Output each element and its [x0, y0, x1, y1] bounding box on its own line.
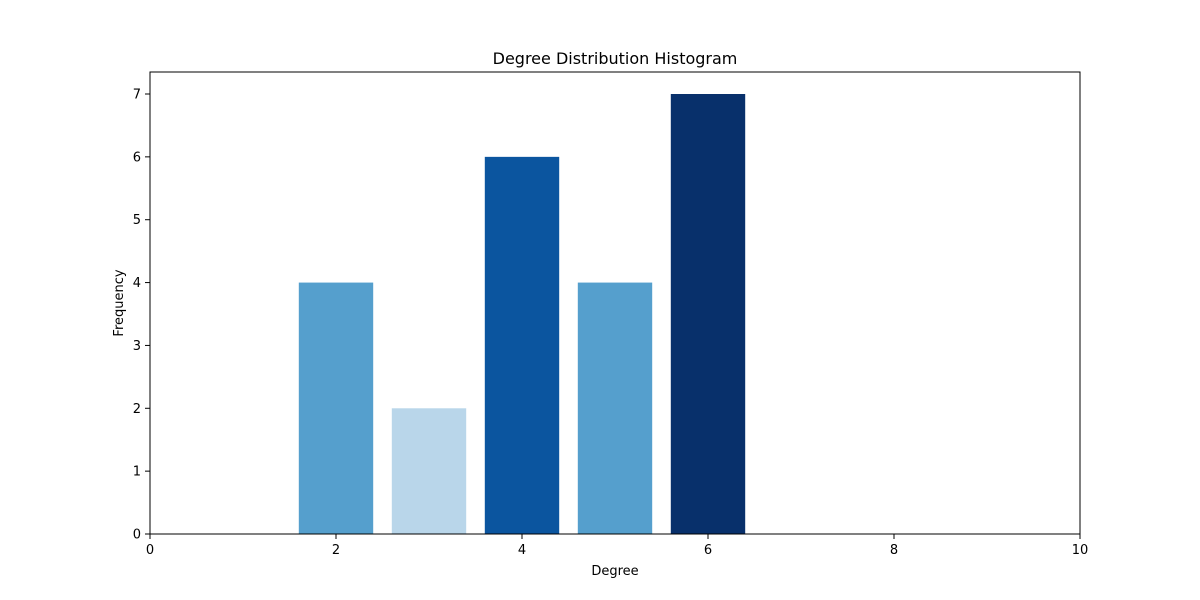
y-tick-label: 5 [133, 213, 141, 228]
bar-degree-3 [391, 408, 467, 534]
x-axis-label: Degree [591, 564, 638, 579]
x-tick-label: 6 [704, 543, 712, 558]
y-tick-label: 4 [133, 276, 141, 291]
x-tick-label: 4 [518, 543, 526, 558]
plot-frame [149, 71, 1081, 535]
y-tick-label: 2 [133, 402, 141, 417]
y-tick-label: 6 [133, 150, 141, 165]
bars-layer [298, 94, 746, 534]
bar-degree-2 [298, 282, 374, 534]
y-tick-label: 0 [133, 528, 141, 543]
y-axis-label: Frequency [112, 269, 127, 336]
x-tick-label: 0 [146, 543, 154, 558]
bar-degree-6 [670, 94, 746, 534]
x-axis-ticks: 0 2 4 6 8 10 [146, 534, 1088, 558]
y-axis-ticks: 0 1 2 3 4 5 6 7 [133, 88, 150, 543]
y-tick-label: 1 [133, 465, 141, 480]
bar-degree-4 [484, 156, 560, 534]
bar-degree-5 [577, 282, 653, 534]
chart-title: Degree Distribution Histogram [493, 49, 738, 68]
x-tick-label: 10 [1072, 543, 1089, 558]
x-tick-label: 8 [890, 543, 898, 558]
y-tick-label: 3 [133, 339, 141, 354]
x-tick-label: 2 [332, 543, 340, 558]
y-tick-label: 7 [133, 88, 141, 103]
